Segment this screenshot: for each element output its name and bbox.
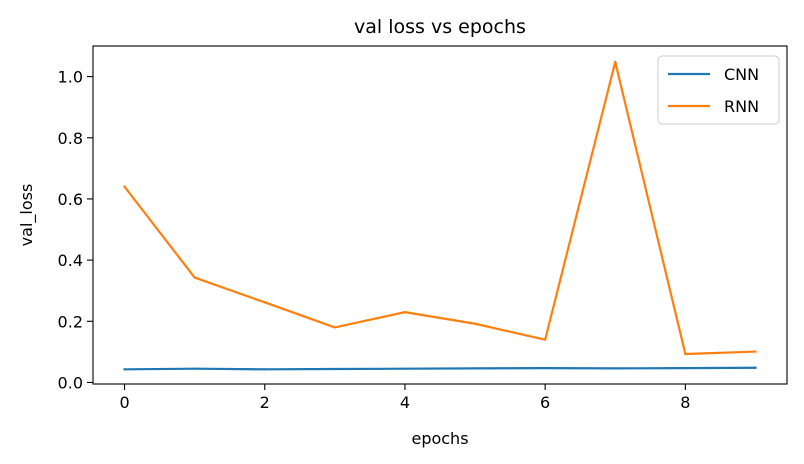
data-point-cnn xyxy=(684,366,687,370)
data-point-cnn xyxy=(263,368,266,371)
legend: CNN RNN xyxy=(657,55,780,125)
data-point-rnn xyxy=(754,350,757,353)
x-tick-label: 8 xyxy=(680,393,690,412)
data-point-cnn xyxy=(193,367,196,370)
data-point-cnn xyxy=(473,367,477,370)
data-point-rnn xyxy=(614,60,617,64)
y-axis-title: val_loss xyxy=(17,184,37,247)
x-tick-label: 0 xyxy=(119,393,129,412)
data-point-rnn xyxy=(123,185,126,188)
x-axis-title: epochs xyxy=(411,429,468,448)
legend-frame xyxy=(657,55,780,125)
y-tick-label: 0.0 xyxy=(58,373,83,392)
plot-frame xyxy=(92,45,788,385)
data-point-cnn xyxy=(544,366,547,370)
data-point-cnn xyxy=(123,368,126,371)
x-tick-label: 2 xyxy=(260,393,270,412)
data-point-cnn xyxy=(333,367,336,371)
y-tick-label: 0.8 xyxy=(58,129,83,148)
y-tick-label: 0.6 xyxy=(58,190,83,209)
data-point-cnn xyxy=(754,366,757,369)
data-point-rnn xyxy=(473,322,477,325)
legend-label-rnn: RNN xyxy=(724,97,759,116)
axis-ticks: 0 2 4 6 8 0.0 0.2 0.4 0.6 0.8 1.0 xyxy=(58,68,691,412)
x-tick-label: 6 xyxy=(540,393,550,412)
y-tick-label: 0.4 xyxy=(58,251,83,270)
data-point-rnn xyxy=(333,326,336,329)
data-point-rnn xyxy=(403,311,407,314)
data-point-rnn xyxy=(193,276,196,279)
data-point-rnn xyxy=(544,338,547,341)
data-point-cnn xyxy=(614,367,617,370)
series-line-rnn xyxy=(123,60,757,356)
data-point-cnn xyxy=(403,367,407,370)
series-line-cnn xyxy=(123,366,757,371)
data-point-rnn xyxy=(263,301,266,304)
series-lines xyxy=(123,60,757,371)
chart-title: val loss vs epochs xyxy=(354,16,526,38)
y-tick-label: 0.2 xyxy=(58,312,83,331)
data-point-rnn xyxy=(684,352,687,356)
y-tick-label: 1.0 xyxy=(58,68,83,87)
x-tick-label: 4 xyxy=(400,393,410,412)
legend-label-cnn: CNN xyxy=(724,65,759,84)
